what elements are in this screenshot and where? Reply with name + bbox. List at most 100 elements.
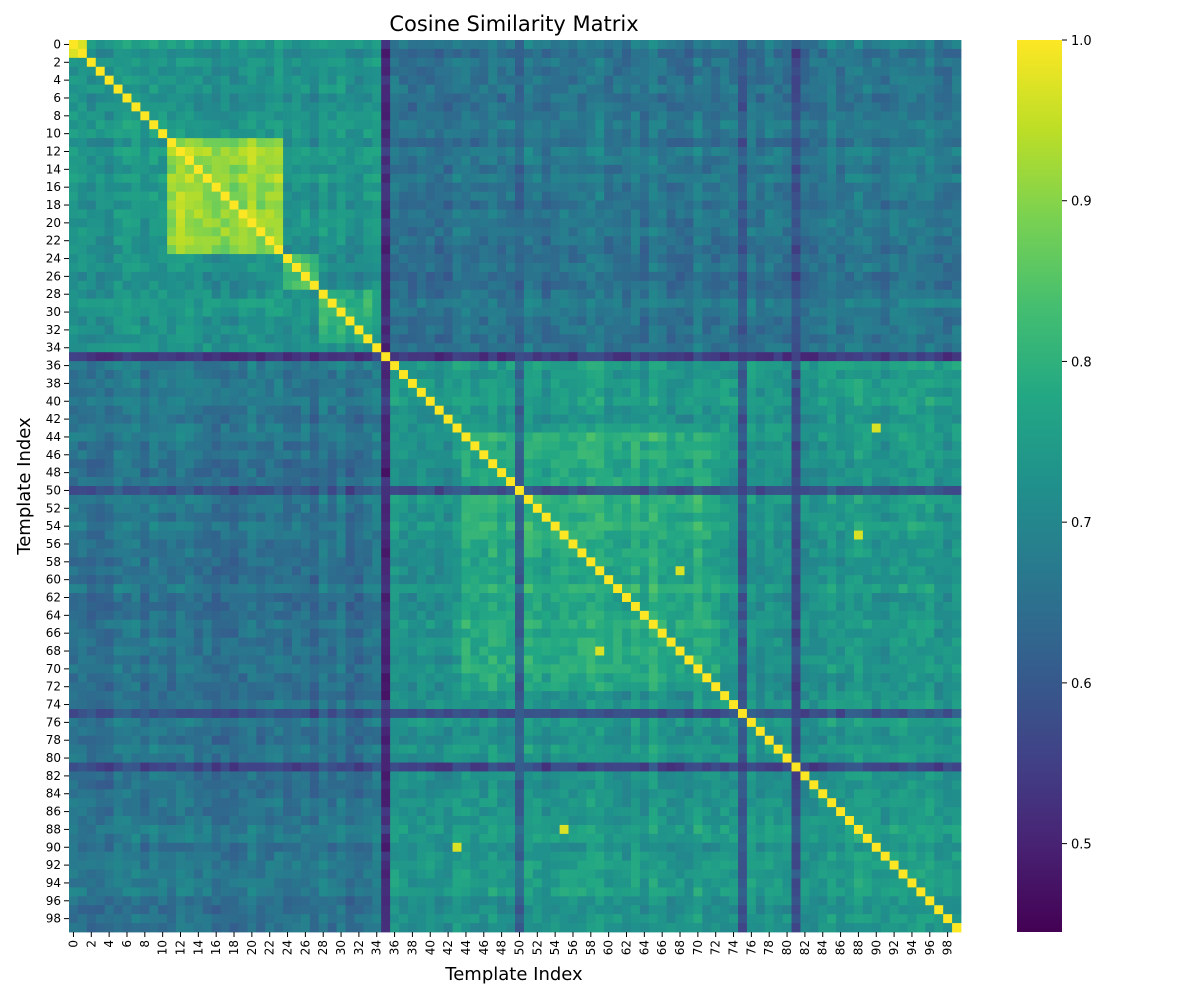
heatmap-cell: [782, 245, 792, 255]
heatmap-cell: [836, 361, 846, 371]
heatmap-cell: [238, 459, 248, 469]
heatmap-cell: [434, 387, 445, 398]
heatmap-cell: [274, 164, 284, 175]
heatmap-cell: [800, 361, 810, 371]
heatmap-cell: [354, 414, 364, 424]
heatmap-cell: [425, 245, 436, 255]
heatmap-cell: [497, 334, 507, 344]
heatmap-cell: [390, 298, 400, 308]
heatmap-cell: [452, 334, 462, 344]
heatmap-cell: [274, 48, 284, 59]
heatmap-cell: [880, 271, 891, 282]
heatmap-cell: [318, 111, 329, 121]
heatmap-cell: [648, 477, 659, 487]
heatmap-cell: [791, 236, 801, 246]
heatmap-cell: [327, 405, 337, 416]
heatmap-cell: [167, 432, 177, 442]
heatmap-cell: [113, 191, 123, 201]
heatmap-cell: [113, 387, 123, 398]
heatmap-cell: [755, 361, 766, 371]
heatmap-cell: [836, 138, 846, 148]
heatmap-cell: [390, 191, 400, 201]
heatmap-cell: [845, 102, 855, 112]
heatmap-cell: [318, 57, 329, 68]
heatmap-cell: [86, 93, 97, 103]
heatmap-cell: [586, 218, 596, 228]
heatmap-cell: [300, 325, 311, 335]
heatmap-cell: [693, 325, 703, 335]
heatmap-cell: [845, 164, 855, 175]
heatmap-cell: [630, 111, 641, 121]
heatmap-cell: [604, 298, 614, 308]
heatmap-cell: [372, 263, 382, 273]
heatmap-cell: [827, 316, 837, 326]
heatmap-cell: [399, 218, 409, 228]
heatmap-cell: [238, 191, 248, 201]
heatmap-cell: [69, 405, 79, 416]
heatmap-cell: [943, 414, 953, 424]
heatmap-cell: [256, 405, 266, 416]
heatmap-cell: [452, 66, 462, 77]
heatmap-cell: [853, 111, 864, 121]
heatmap-cell: [399, 271, 409, 282]
heatmap-cell: [675, 75, 685, 85]
heatmap-cell: [515, 325, 525, 335]
heatmap-cell: [452, 405, 462, 416]
heatmap-cell: [77, 405, 88, 416]
heatmap-cell: [167, 66, 177, 77]
heatmap-cell: [336, 307, 346, 317]
heatmap-cell: [898, 271, 908, 282]
heatmap-cell: [69, 102, 79, 112]
heatmap-cell: [711, 441, 721, 451]
heatmap-cell: [407, 147, 418, 157]
heatmap-cell: [149, 218, 159, 228]
heatmap-cell: [773, 147, 783, 157]
heatmap-cell: [666, 147, 676, 157]
heatmap-cell: [318, 289, 329, 300]
heatmap-cell: [345, 138, 355, 148]
heatmap-cell: [77, 343, 88, 353]
heatmap-cell: [434, 236, 445, 246]
heatmap-cell: [862, 477, 873, 487]
heatmap-cell: [184, 414, 195, 424]
heatmap-cell: [452, 316, 462, 326]
heatmap-cell: [149, 40, 159, 50]
heatmap-cell: [586, 191, 596, 201]
heatmap-cell: [77, 120, 88, 130]
heatmap-cell: [523, 40, 534, 50]
heatmap-cell: [131, 147, 141, 157]
heatmap-cell: [229, 450, 239, 460]
heatmap-cell: [86, 378, 97, 389]
heatmap-cell: [69, 155, 79, 166]
heatmap-cell: [720, 396, 730, 407]
heatmap-cell: [746, 120, 757, 130]
heatmap-cell: [247, 271, 257, 282]
heatmap-cell: [586, 459, 596, 469]
heatmap-cell: [372, 271, 382, 282]
heatmap-cell: [586, 361, 596, 371]
heatmap-cell: [470, 40, 480, 50]
heatmap-cell: [791, 129, 801, 139]
heatmap-cell: [318, 316, 329, 326]
heatmap-cell: [345, 129, 355, 139]
heatmap-cell: [211, 173, 222, 184]
heatmap-cell: [479, 298, 489, 308]
heatmap-cell: [622, 227, 632, 237]
heatmap-cell: [122, 477, 132, 487]
heatmap-cell: [274, 173, 284, 184]
heatmap-cell: [586, 405, 596, 416]
heatmap-cell: [622, 307, 632, 317]
heatmap-cell: [639, 227, 650, 237]
heatmap-cell: [113, 477, 123, 487]
heatmap-cell: [416, 263, 427, 273]
heatmap-cell: [532, 138, 543, 148]
heatmap-cell: [202, 361, 213, 371]
heatmap-cell: [497, 289, 507, 300]
heatmap-cell: [336, 316, 346, 326]
heatmap-cell: [390, 387, 400, 398]
heatmap-cell: [791, 263, 801, 273]
heatmap-cell: [158, 200, 168, 210]
heatmap-cell: [934, 280, 944, 291]
heatmap-cell: [738, 138, 748, 148]
heatmap-cell: [853, 298, 864, 308]
